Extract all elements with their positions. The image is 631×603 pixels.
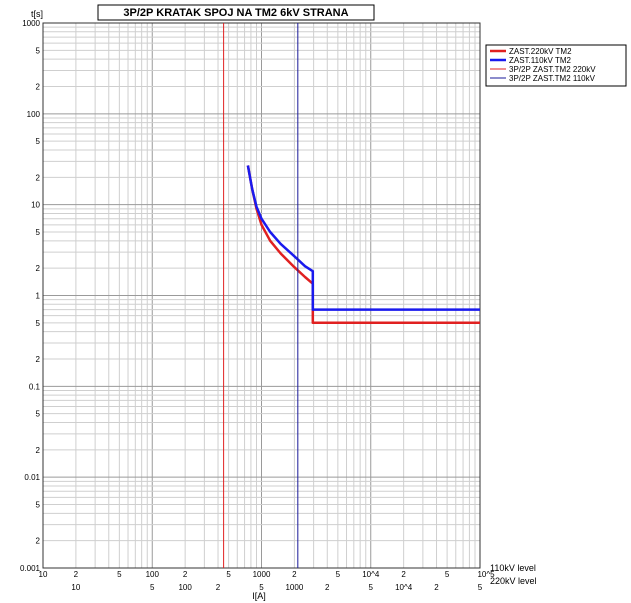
x-tick-label-110kv: 1000 <box>253 570 271 579</box>
y-tick-label: 1 <box>36 292 41 301</box>
y-tick-label: 10 <box>31 201 40 210</box>
x-tick-label-110kv: 2 <box>74 570 79 579</box>
x-tick-label-220kv: 10^4 <box>395 583 413 592</box>
x-tick-label-110kv: 2 <box>401 570 406 579</box>
legend-label: 3P/2P ZAST.TM2 220kV <box>509 65 596 74</box>
x-tick-label-220kv: 2 <box>216 583 221 592</box>
grid <box>42 23 480 569</box>
y-tick-label: 5 <box>36 501 41 510</box>
chart-title: 3P/2P KRATAK SPOJ NA TM2 6kV STRANA <box>123 7 348 19</box>
x-tick-label-220kv: 1000 <box>285 583 303 592</box>
x-tick-label-220kv: 5 <box>259 583 264 592</box>
y-tick-label: 2 <box>36 537 41 546</box>
x-tick-label-110kv: 10^5 <box>477 570 495 579</box>
y-tick-label: 2 <box>36 446 41 455</box>
y-tick-label: 0.01 <box>24 473 40 482</box>
y-axis-label: t[s] <box>31 9 43 19</box>
x-tick-label-110kv: 5 <box>336 570 341 579</box>
x-tick-label-110kv: 100 <box>146 570 160 579</box>
y-tick-label: 1000 <box>22 19 40 28</box>
x-tick-label-220kv: 5 <box>150 583 155 592</box>
y-tick-label: 2 <box>36 264 41 273</box>
y-tick-label: 2 <box>36 173 41 182</box>
y-tick-label: 5 <box>36 410 41 419</box>
y-tick-labels: 1000 5 2 100 5 2 10 5 2 1 5 2 0.1 5 2 0.01 5 2 0.001 <box>20 19 41 573</box>
x-tick-label-220kv: 100 <box>178 583 192 592</box>
plot-frame <box>42 22 481 569</box>
x-axis-110kv-label: 110kV level <box>490 563 536 573</box>
series-layer <box>223 23 480 568</box>
legend-box <box>485 44 627 87</box>
x-tick-label-110kv: 2 <box>292 570 297 579</box>
x-tick-label-220kv: 5 <box>478 583 483 592</box>
y-tick-label: 2 <box>36 82 41 91</box>
y-tick-label: 100 <box>27 110 41 119</box>
y-tick-label: 5 <box>36 228 41 237</box>
x-tick-label-110kv: 5 <box>117 570 122 579</box>
x-tick-label-110kv: 5 <box>226 570 231 579</box>
y-tick-label: 5 <box>36 46 41 55</box>
legend-label: 3P/2P ZAST.TM2 110kV <box>509 74 596 83</box>
x-tick-labels-110kv: 10 2 5 100 2 5 1000 2 5 10^4 2 5 10^5 <box>39 570 496 579</box>
x-tick-label-110kv: 2 <box>183 570 188 579</box>
x-tick-labels-220kv: 10 5 100 2 5 1000 2 5 10^4 2 5 <box>71 583 482 592</box>
x-tick-label-110kv: 10 <box>39 570 48 579</box>
y-tick-label: 5 <box>36 319 41 328</box>
legend-label: ZAST.220kV TM2 <box>509 47 572 56</box>
y-tick-label: 0.1 <box>29 382 41 391</box>
x-axis-label: I[A] <box>252 591 266 601</box>
x-tick-label-220kv: 2 <box>434 583 439 592</box>
title-box <box>97 4 375 21</box>
x-axis-220kv-label: 220kV level <box>490 576 537 586</box>
x-tick-label-220kv: 2 <box>325 583 330 592</box>
x-tick-label-110kv: 5 <box>445 570 450 579</box>
x-tick-label-220kv: 5 <box>369 583 374 592</box>
y-tick-label: 5 <box>36 137 41 146</box>
x-tick-label-220kv: 10 <box>71 583 80 592</box>
y-tick-label: 0.001 <box>20 564 41 573</box>
y-tick-label: 2 <box>36 355 41 364</box>
series-curve-1 <box>246 165 480 311</box>
x-tick-label-110kv: 10^4 <box>362 570 380 579</box>
legend-label: ZAST.110kV TM2 <box>509 56 572 65</box>
